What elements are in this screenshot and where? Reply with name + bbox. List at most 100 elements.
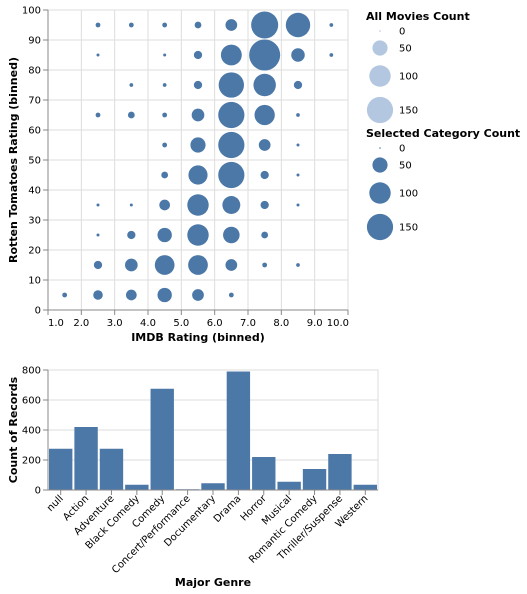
scatter-point[interactable] [127,111,135,119]
scatter-point[interactable] [163,53,167,57]
scatter-point[interactable] [218,101,245,129]
scatter-point[interactable] [161,171,169,179]
scatter-point[interactable] [218,161,245,189]
scatter-point[interactable] [223,226,240,244]
bar[interactable] [353,484,377,490]
scatter-y-tick-label: 70 [28,96,41,107]
scatter-point[interactable] [95,22,101,28]
scatter-y-tick-label: 90 [28,36,41,47]
scatter-point[interactable] [218,131,245,159]
bar[interactable] [49,448,73,490]
scatter-y-tick-label: 40 [28,186,41,197]
bar-y-tick-label: 400 [22,426,41,437]
scatter-point[interactable] [261,231,269,239]
bar[interactable] [125,484,149,490]
scatter-point[interactable] [260,200,269,210]
scatter-point[interactable] [192,289,204,301]
scatter-point[interactable] [96,53,100,57]
scatter-point[interactable] [96,233,100,237]
scatter-y-tick-label: 20 [28,246,41,257]
scatter-point[interactable] [220,44,242,66]
scatter-x-axis-title: IMDB Rating (binned) [131,331,265,344]
scatter-point[interactable] [188,165,208,185]
bar[interactable] [277,481,301,490]
scatter-point[interactable] [162,112,168,118]
scatter-y-tick-label: 50 [28,156,41,167]
scatter-point[interactable] [194,21,202,29]
scatter-point[interactable] [296,263,300,267]
scatter-point[interactable] [190,137,206,153]
scatter-point[interactable] [95,112,101,118]
scatter-y-tick-label: 60 [28,126,41,137]
scatter-point[interactable] [93,260,103,270]
scatter-point[interactable] [249,39,281,71]
scatter-point[interactable] [188,255,208,275]
scatter-point[interactable] [154,255,175,275]
bar[interactable] [302,469,327,490]
scatter-point[interactable] [293,80,303,90]
bar[interactable] [74,427,98,490]
scatter-point[interactable] [125,289,137,301]
scatter-plot: 1.0 2.0 3.0 4.0 5.0 6.0 7.0 8.0 9.0 10.0 0 10 20 30 4… [7,6,349,345]
bar-marks [49,371,377,491]
scatter-point[interactable] [296,143,300,147]
scatter-point[interactable] [262,262,268,268]
bar[interactable] [201,483,225,490]
scatter-point[interactable] [162,83,167,87]
scatter-point[interactable] [193,80,203,90]
scatter-point[interactable] [296,113,300,117]
scatter-point[interactable] [222,196,241,214]
legend-size-label: 150 [399,106,418,117]
scatter-point[interactable] [157,227,172,243]
scatter-x-tick-label: 7.0 [240,318,256,329]
scatter-point[interactable] [162,142,168,148]
bar-y-tick-label: 600 [22,396,41,407]
bar[interactable] [99,448,124,490]
scatter-point[interactable] [129,203,133,207]
bar[interactable] [150,388,174,490]
scatter-point[interactable] [285,12,311,38]
scatter-point[interactable] [128,22,134,28]
scatter-point[interactable] [187,224,209,246]
scatter-point[interactable] [127,230,136,240]
scatter-point[interactable] [260,170,269,180]
bar-y-tick-label: 800 [22,366,41,377]
scatter-point[interactable] [96,203,100,207]
scatter-point[interactable] [253,73,276,97]
scatter-point[interactable] [329,53,334,57]
scatter-point[interactable] [218,72,244,98]
scatter-point[interactable] [93,290,103,300]
legend-size-symbol [379,30,381,32]
scatter-point[interactable] [159,199,171,211]
scatter-x-axis: 1.0 2.0 3.0 4.0 5.0 6.0 7.0 8.0 9.0 10.0 [47,309,349,329]
scatter-point[interactable] [296,173,300,177]
scatter-point[interactable] [296,203,300,207]
scatter-point[interactable] [225,19,238,31]
legend-selected-category-count: Selected Category Count 0 50 100 150 [366,127,520,241]
scatter-point[interactable] [329,23,334,27]
scatter-point[interactable] [191,108,205,122]
scatter-point[interactable] [125,258,138,272]
scatter-point[interactable] [187,194,209,216]
bar[interactable] [252,457,276,490]
scatter-x-tick-label: 9.0 [307,318,323,329]
bar[interactable] [226,371,251,491]
scatter-point[interactable] [162,22,168,28]
scatter-marks [62,11,334,303]
scatter-point[interactable] [291,48,305,62]
scatter-point[interactable] [228,292,234,298]
scatter-point[interactable] [193,50,203,60]
scatter-point[interactable] [129,83,134,87]
bar[interactable] [328,454,352,490]
scatter-point[interactable] [62,292,68,298]
scatter-point[interactable] [157,287,172,303]
scatter-point[interactable] [254,104,275,126]
legend-size-label: 0 [399,144,405,155]
bar-x-tick-label: null [45,493,66,514]
legend-size-label: 50 [399,161,412,172]
scatter-point[interactable] [251,11,279,39]
legend-selected-title: Selected Category Count [366,127,520,140]
scatter-point[interactable] [258,139,271,151]
scatter-point[interactable] [225,259,238,271]
